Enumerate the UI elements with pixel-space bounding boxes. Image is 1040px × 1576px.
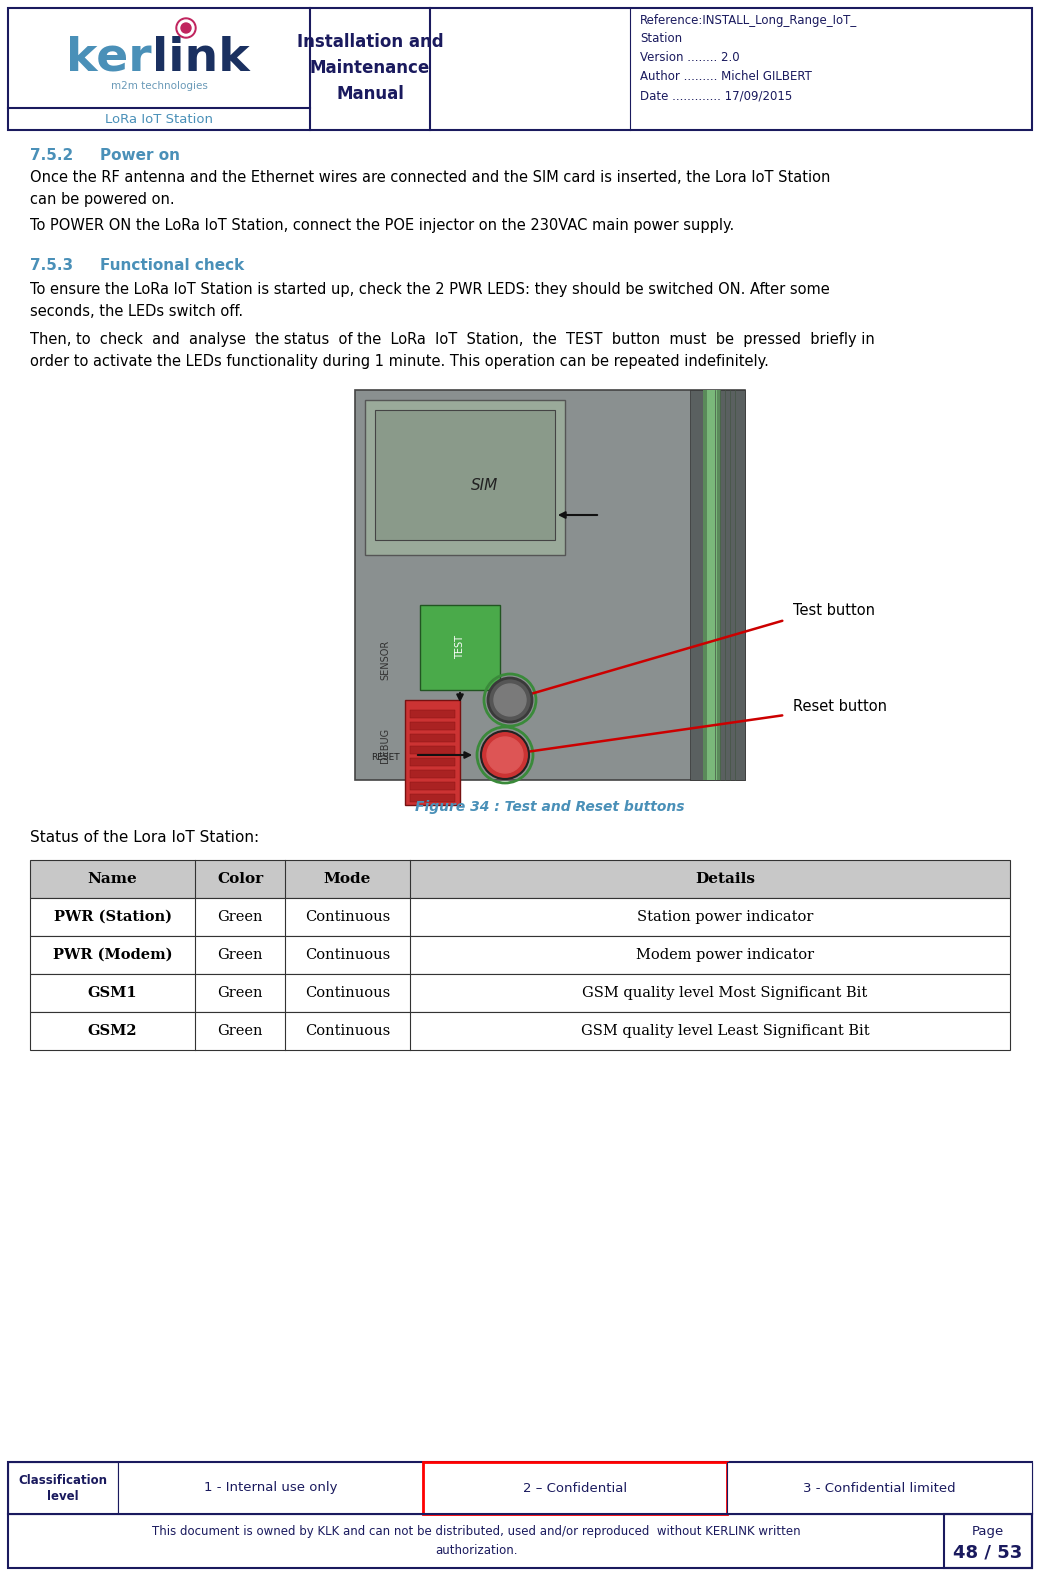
Circle shape — [176, 17, 196, 38]
Text: Name: Name — [87, 872, 137, 886]
Text: Modem power indicator: Modem power indicator — [635, 949, 814, 961]
Text: PWR (Station): PWR (Station) — [53, 909, 172, 924]
Bar — [8, 1463, 1032, 1568]
Bar — [703, 389, 721, 780]
Circle shape — [480, 731, 529, 779]
Text: Power on: Power on — [100, 148, 180, 162]
Text: GSM1: GSM1 — [87, 987, 137, 1001]
Bar — [410, 722, 456, 730]
Text: Continuous: Continuous — [305, 909, 390, 924]
Text: Green: Green — [217, 909, 263, 924]
Text: 7.5.2: 7.5.2 — [30, 148, 73, 162]
Text: 48 / 53: 48 / 53 — [954, 1544, 1022, 1562]
Text: Figure 34 : Test and Reset buttons: Figure 34 : Test and Reset buttons — [415, 801, 684, 813]
Bar — [355, 389, 745, 780]
Text: Green: Green — [217, 949, 263, 961]
Bar — [8, 8, 1032, 129]
Bar — [30, 898, 1010, 936]
Bar — [727, 1463, 1032, 1515]
Bar — [8, 1463, 118, 1515]
Bar — [118, 1463, 422, 1515]
Circle shape — [494, 684, 526, 716]
Bar — [30, 1012, 1010, 1050]
Circle shape — [487, 738, 523, 772]
Text: Reset button: Reset button — [794, 698, 887, 714]
Text: Station power indicator: Station power indicator — [636, 909, 813, 924]
Text: 7.5.3: 7.5.3 — [30, 258, 73, 273]
Bar — [422, 1463, 727, 1515]
Text: Status of the Lora IoT Station:: Status of the Lora IoT Station: — [30, 831, 259, 845]
Text: Continuous: Continuous — [305, 1024, 390, 1039]
Text: Color: Color — [217, 872, 263, 886]
Text: RESET: RESET — [371, 752, 400, 761]
Text: Mode: Mode — [323, 872, 371, 886]
Text: GSM quality level Most Significant Bit: GSM quality level Most Significant Bit — [582, 987, 867, 1001]
Text: To POWER ON the LoRa IoT Station, connect the POE injector on the 230VAC main po: To POWER ON the LoRa IoT Station, connec… — [30, 217, 734, 233]
Bar — [375, 410, 555, 541]
Text: To ensure the LoRa IoT Station is started up, check the 2 PWR LEDS: they should : To ensure the LoRa IoT Station is starte… — [30, 282, 830, 318]
Text: Green: Green — [217, 987, 263, 1001]
Bar — [410, 794, 456, 802]
Text: Continuous: Continuous — [305, 949, 390, 961]
Text: Author ......... Michel GILBERT: Author ......... Michel GILBERT — [640, 69, 812, 82]
Text: Classification
level: Classification level — [19, 1474, 107, 1502]
Bar — [944, 1515, 1032, 1568]
Text: Test button: Test button — [794, 602, 875, 618]
Circle shape — [181, 24, 191, 33]
Bar — [410, 771, 456, 779]
Bar — [30, 860, 1010, 898]
Text: Version ........ 2.0: Version ........ 2.0 — [640, 50, 739, 63]
Text: Once the RF antenna and the Ethernet wires are connected and the SIM card is ins: Once the RF antenna and the Ethernet wir… — [30, 170, 830, 206]
Text: Date ............. 17/09/2015: Date ............. 17/09/2015 — [640, 90, 792, 102]
Text: 1 - Internal use only: 1 - Internal use only — [204, 1481, 337, 1494]
Text: ker: ker — [67, 36, 152, 80]
Text: PWR (Modem): PWR (Modem) — [53, 949, 173, 961]
Text: m2m technologies: m2m technologies — [110, 80, 207, 91]
Text: Functional check: Functional check — [100, 258, 244, 273]
Bar — [365, 400, 565, 555]
Bar — [30, 936, 1010, 974]
Bar — [420, 605, 500, 690]
Bar — [405, 700, 460, 805]
Text: link: link — [152, 36, 250, 80]
Text: GSM2: GSM2 — [87, 1024, 137, 1039]
Bar — [30, 974, 1010, 1012]
Bar — [410, 758, 456, 766]
Text: LoRa IoT Station: LoRa IoT Station — [105, 112, 213, 126]
Circle shape — [178, 20, 194, 36]
Text: Reference:INSTALL_Long_Range_IoT_: Reference:INSTALL_Long_Range_IoT_ — [640, 14, 857, 27]
Bar — [707, 389, 717, 780]
Text: Page: Page — [971, 1526, 1005, 1538]
Text: Continuous: Continuous — [305, 987, 390, 1001]
Text: Then, to  check  and  analyse  the status  of the  LoRa  IoT  Station,  the  TES: Then, to check and analyse the status of… — [30, 333, 875, 369]
Bar — [410, 745, 456, 753]
Text: DEBUG: DEBUG — [380, 728, 390, 763]
Text: 3 - Confidential limited: 3 - Confidential limited — [803, 1481, 956, 1494]
Text: SIM: SIM — [471, 478, 498, 493]
Text: Details: Details — [695, 872, 755, 886]
Text: 2 – Confidential: 2 – Confidential — [523, 1481, 627, 1494]
Bar — [410, 734, 456, 742]
Circle shape — [488, 678, 532, 722]
Text: Installation and
Maintenance
Manual: Installation and Maintenance Manual — [296, 33, 443, 104]
Bar — [410, 782, 456, 790]
Text: GSM quality level Least Significant Bit: GSM quality level Least Significant Bit — [580, 1024, 869, 1039]
Text: SENSOR: SENSOR — [380, 640, 390, 681]
Text: TEST: TEST — [456, 635, 465, 659]
Text: Station: Station — [640, 32, 682, 44]
Text: This document is owned by KLK and can not be distributed, used and/or reproduced: This document is owned by KLK and can no… — [152, 1526, 801, 1538]
Text: authorization.: authorization. — [435, 1544, 517, 1557]
Bar — [690, 389, 745, 780]
Bar — [410, 711, 456, 719]
Text: Green: Green — [217, 1024, 263, 1039]
